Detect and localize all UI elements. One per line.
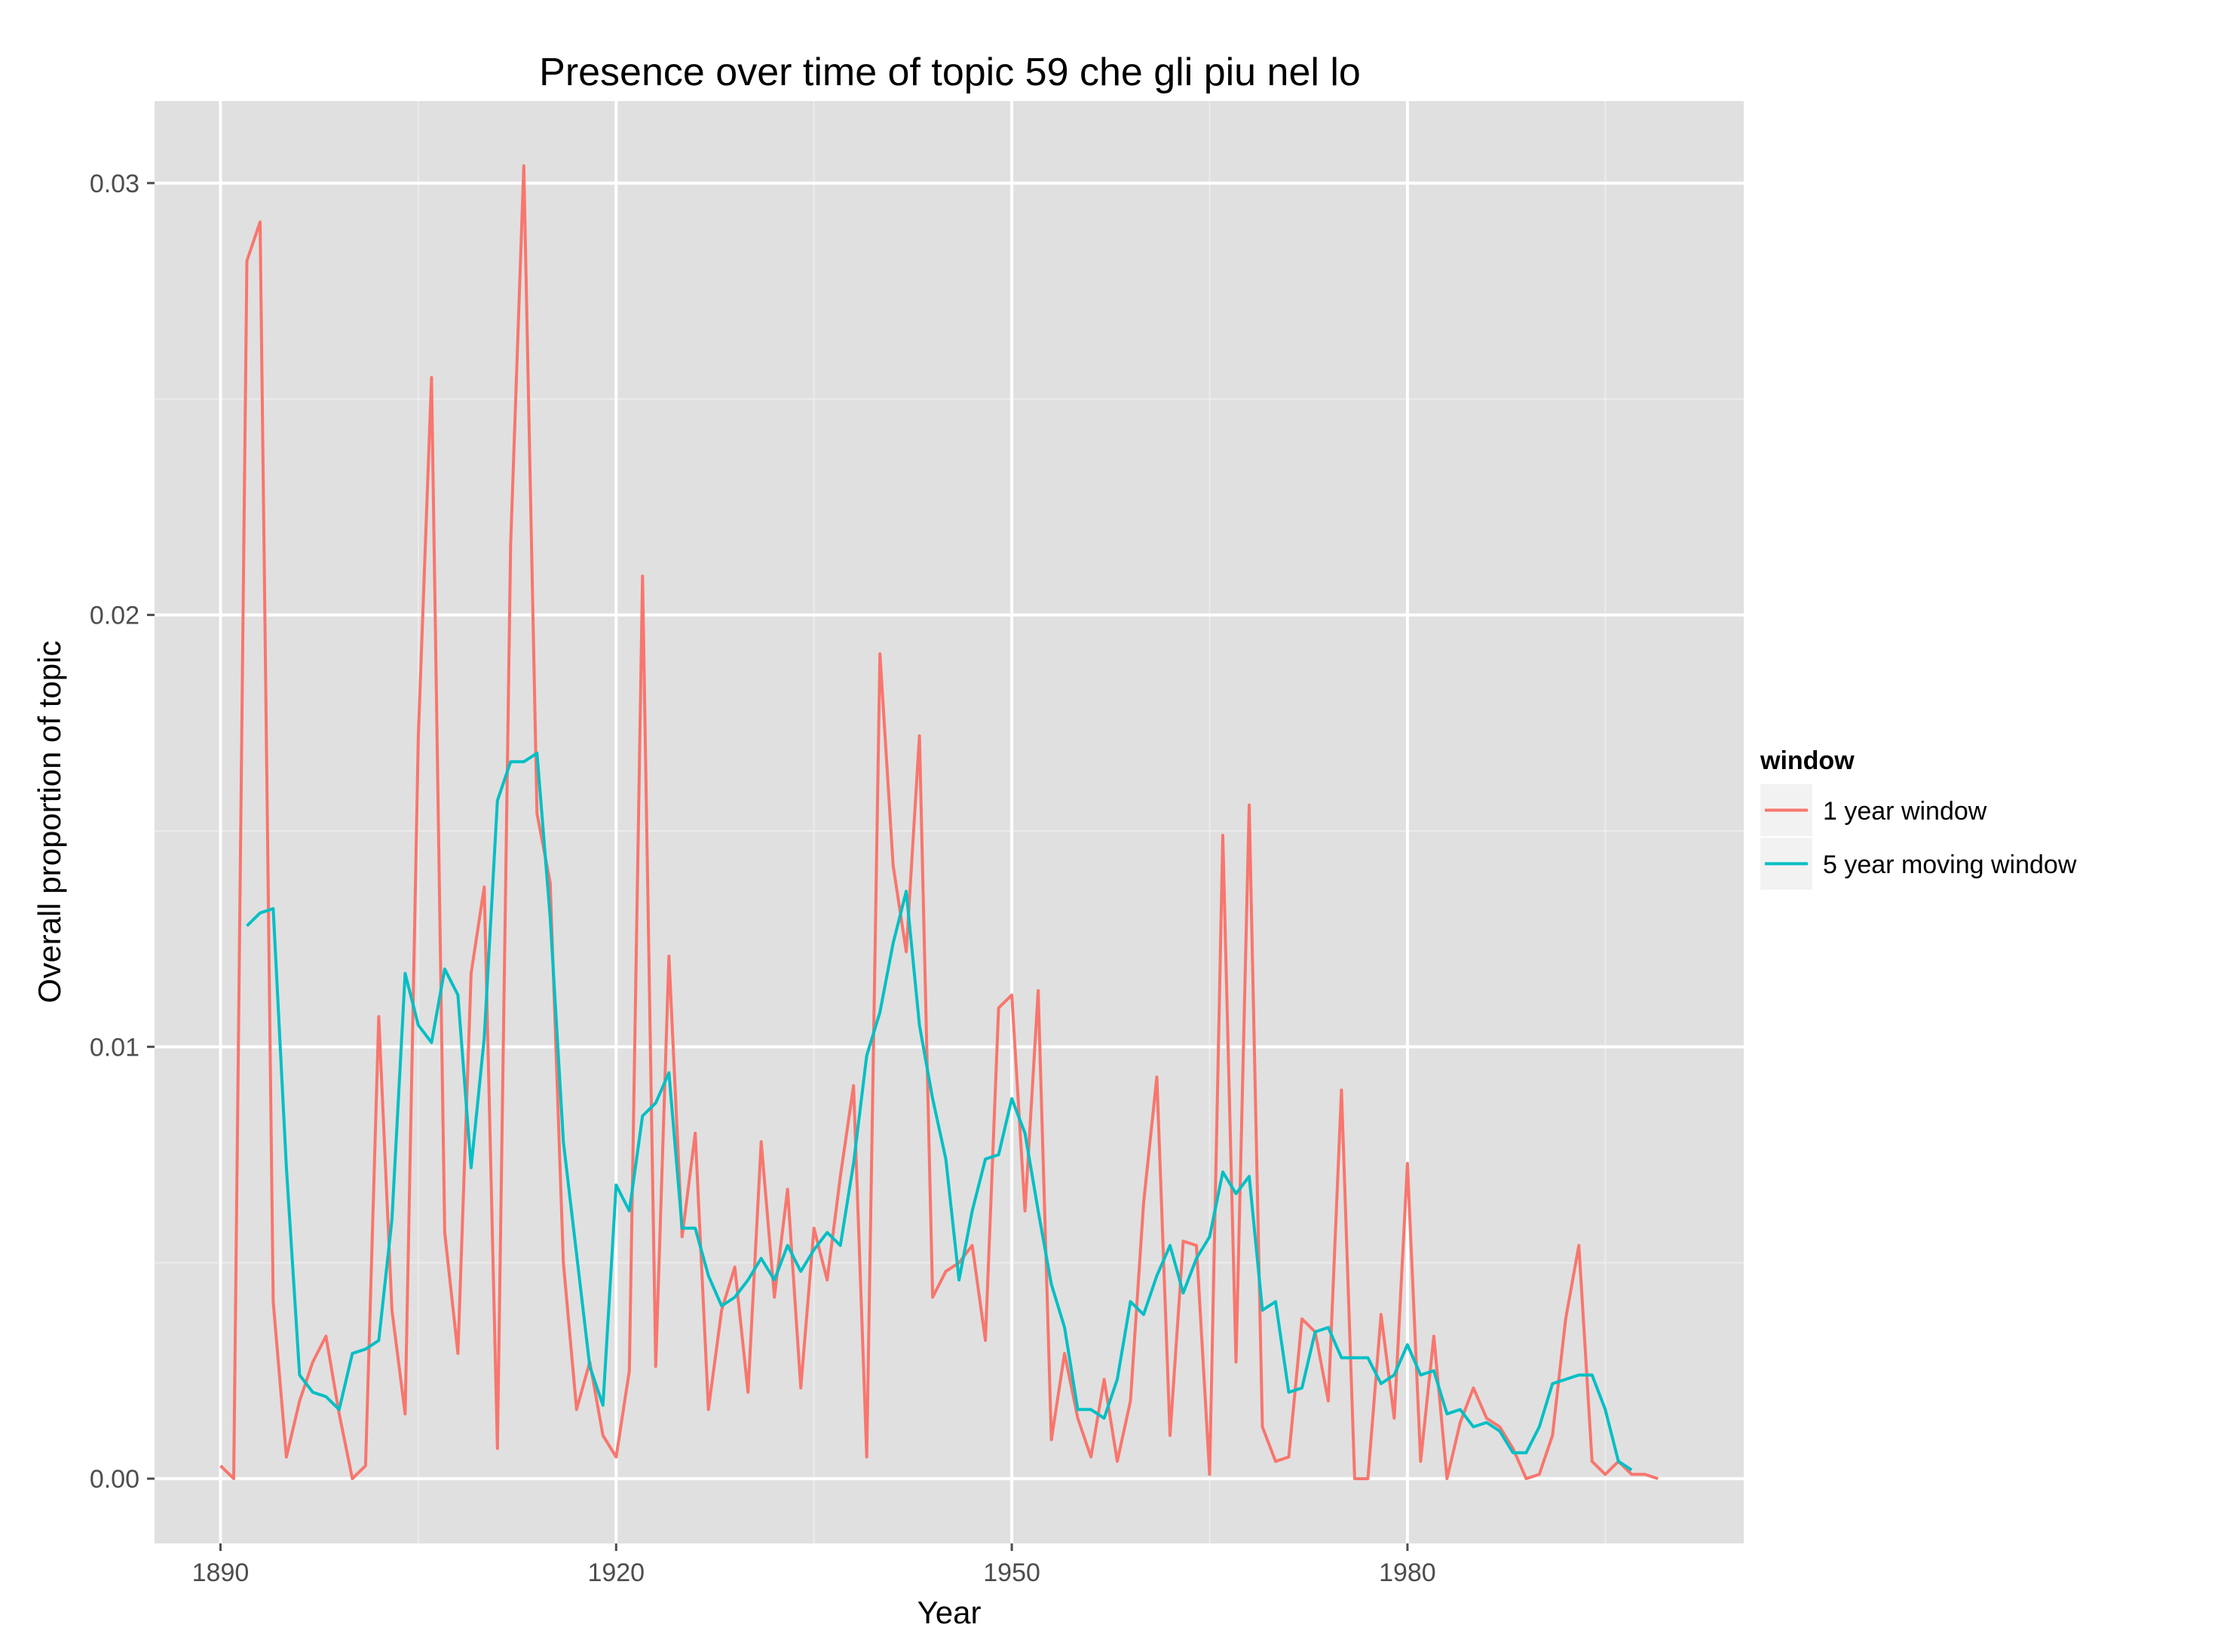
x-tick-label: 1920 [587,1559,645,1587]
series-layer [219,164,1659,1481]
legend-label: 1 year window [1823,797,1987,826]
series-5-year-moving-window [246,751,1633,1472]
y-tick-label: 0.01 [90,1033,139,1062]
y-axis: 0.00 0.01 0.02 0.03 [90,170,155,1494]
series-line [219,164,1659,1481]
x-axis: 1890 1920 1950 1980 [192,1543,1436,1587]
x-axis-title: Year [917,1595,982,1630]
x-tick-label: 1980 [1379,1559,1436,1587]
series-1-year-window [219,164,1659,1481]
y-axis-title: Overall proportion of topic [32,641,67,1004]
x-tick-label: 1950 [983,1559,1040,1587]
y-tick-label: 0.00 [90,1465,139,1494]
x-tick-label: 1890 [192,1559,250,1587]
legend-title: window [1760,746,1855,775]
grid-minor [155,101,1744,1543]
chart-title: Presence over time of topic 59 che gli p… [539,51,1361,94]
grid-major [155,101,1744,1543]
y-tick-label: 0.03 [90,170,139,198]
legend: window 1 year window 5 year moving window [1760,746,2077,890]
series-line [246,751,1633,1472]
y-tick-label: 0.02 [90,602,139,630]
plot-panel [155,101,1744,1543]
legend-label: 5 year moving window [1823,851,2077,879]
legend-items: 1 year window 5 year moving window [1760,784,2077,890]
